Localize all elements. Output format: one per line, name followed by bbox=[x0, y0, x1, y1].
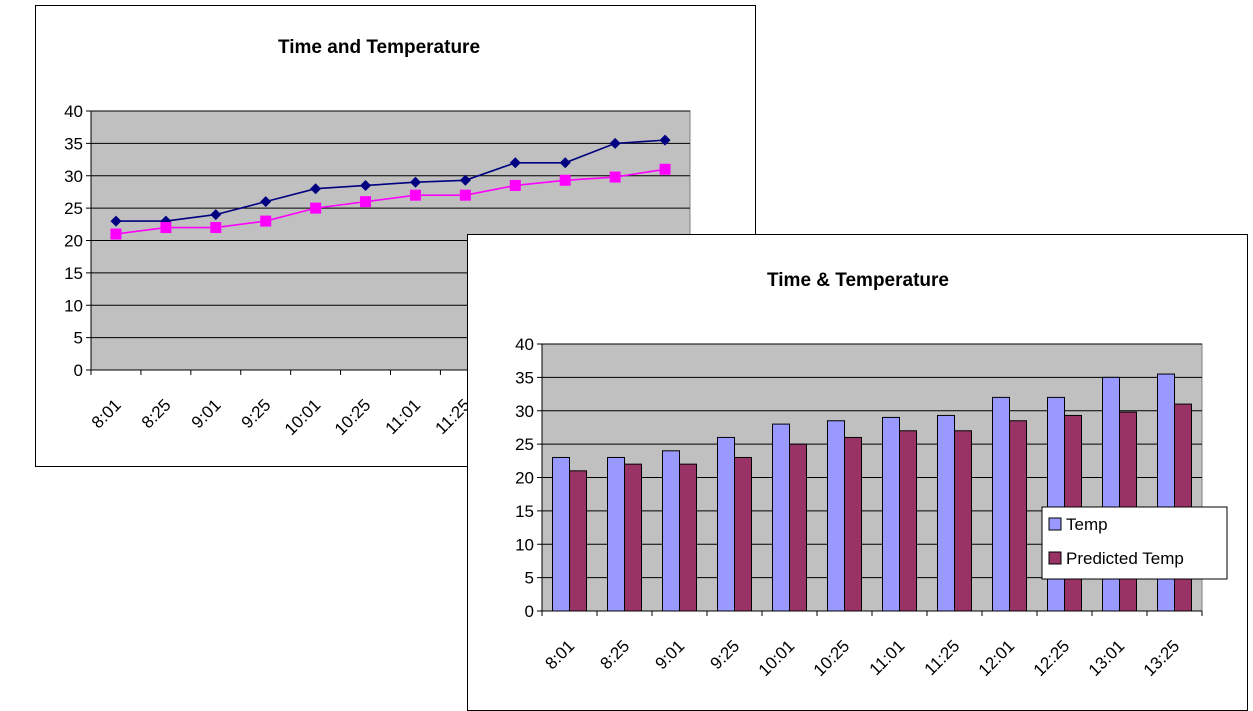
data-point-diamond bbox=[260, 196, 272, 208]
data-point-square bbox=[260, 215, 272, 227]
data-point-square bbox=[310, 202, 322, 214]
x-tick-label: 11:01 bbox=[866, 636, 909, 679]
x-tick-label: 10:01 bbox=[281, 395, 325, 439]
y-tick-label: 10 bbox=[64, 296, 83, 315]
y-tick-label: 15 bbox=[515, 502, 534, 521]
y-tick-label: 15 bbox=[64, 264, 83, 283]
y-tick-label: 40 bbox=[515, 335, 534, 354]
data-point-diamond bbox=[559, 157, 571, 169]
x-tick-label: 13:01 bbox=[1085, 636, 1129, 680]
y-tick-label: 10 bbox=[515, 535, 534, 554]
y-tick-label: 30 bbox=[64, 167, 83, 186]
x-tick-label: 8:25 bbox=[596, 636, 633, 673]
x-tick-label: 8:01 bbox=[541, 636, 578, 673]
bar-predicted-temp bbox=[624, 463, 642, 612]
x-tick-label: 8:01 bbox=[88, 395, 125, 432]
chart-title: Time & Temperature bbox=[767, 270, 949, 291]
x-tick-label: 10:25 bbox=[331, 395, 375, 439]
data-point-diamond bbox=[110, 215, 122, 227]
bar-predicted-temp bbox=[899, 430, 917, 612]
bar-temp bbox=[882, 416, 900, 612]
data-point-square bbox=[160, 222, 172, 234]
legend-swatch bbox=[1048, 517, 1062, 531]
y-tick-label: 0 bbox=[74, 361, 83, 380]
y-tick-label: 0 bbox=[525, 602, 534, 621]
bar-predicted-temp bbox=[844, 436, 862, 612]
legend-swatch bbox=[1048, 551, 1062, 565]
data-point-square bbox=[360, 196, 372, 208]
bar-temp bbox=[772, 423, 790, 612]
data-point-square bbox=[110, 228, 122, 240]
data-point-diamond bbox=[609, 137, 621, 149]
legend-label: Temp bbox=[1066, 515, 1108, 534]
data-point-diamond bbox=[659, 134, 671, 146]
data-point-square bbox=[409, 189, 421, 201]
x-tick-label: 9:01 bbox=[188, 395, 225, 432]
y-tick-label: 25 bbox=[64, 199, 83, 218]
x-tick-label: 12:01 bbox=[975, 636, 1019, 680]
x-tick-label: 10:01 bbox=[755, 636, 799, 680]
bar-predicted-temp bbox=[954, 430, 972, 612]
x-tick-label: 9:25 bbox=[706, 636, 743, 673]
y-tick-label: 40 bbox=[64, 102, 83, 121]
bar-temp bbox=[607, 456, 625, 612]
chart-title: Time and Temperature bbox=[278, 37, 480, 58]
y-tick-label: 25 bbox=[515, 435, 534, 454]
y-tick-label: 20 bbox=[64, 232, 83, 251]
data-point-square bbox=[559, 174, 571, 186]
x-tick-label: 11:25 bbox=[921, 636, 964, 679]
x-tick-label: 9:01 bbox=[651, 636, 688, 673]
data-point-square bbox=[210, 222, 222, 234]
bar-temp bbox=[827, 420, 845, 612]
legend: Temp Predicted Temp bbox=[1041, 506, 1228, 580]
data-point-diamond bbox=[360, 179, 372, 191]
x-tick-label: 12:25 bbox=[1030, 636, 1074, 680]
bar-temp bbox=[662, 450, 680, 612]
bar-temp bbox=[937, 414, 955, 612]
bar-chart-frame: Time & Temperature 0 5 10 15 20 25 30 35 40 8:01 8:… bbox=[467, 234, 1248, 711]
data-point-square bbox=[659, 163, 671, 175]
bar-predicted-temp bbox=[1009, 420, 1027, 612]
y-tick-label: 5 bbox=[525, 569, 534, 588]
data-point-diamond bbox=[409, 176, 421, 188]
x-tick-label: 11:01 bbox=[382, 395, 425, 438]
x-tick-label: 13:25 bbox=[1140, 636, 1184, 680]
y-tick-label: 20 bbox=[515, 469, 534, 488]
bar-predicted-temp bbox=[789, 443, 807, 612]
bar-temp bbox=[552, 456, 570, 612]
data-point-square bbox=[609, 171, 621, 183]
y-tick-label: 35 bbox=[64, 134, 83, 153]
data-point-diamond bbox=[310, 183, 322, 195]
y-tick-label: 5 bbox=[74, 329, 83, 348]
legend-label: Predicted Temp bbox=[1066, 549, 1184, 568]
data-point-diamond bbox=[210, 209, 222, 221]
bar-predicted-temp bbox=[679, 463, 697, 612]
data-point-diamond bbox=[459, 174, 471, 186]
x-tick-label: 8:25 bbox=[138, 395, 175, 432]
data-point-square bbox=[509, 179, 521, 191]
series-line bbox=[115, 139, 666, 222]
bar-temp bbox=[717, 436, 735, 612]
data-point-square bbox=[459, 189, 471, 201]
series-line bbox=[115, 168, 666, 235]
y-tick-label: 30 bbox=[515, 402, 534, 421]
bar-predicted-temp bbox=[734, 456, 752, 612]
bar-temp bbox=[992, 396, 1010, 612]
x-tick-label: 9:25 bbox=[238, 395, 275, 432]
bar-predicted-temp bbox=[569, 470, 587, 612]
y-tick-label: 35 bbox=[515, 368, 534, 387]
bar-chart: Time & Temperature 0 5 10 15 20 25 30 35 40 8:01 8:… bbox=[515, 270, 1228, 680]
x-tick-label: 10:25 bbox=[810, 636, 854, 680]
legend-box bbox=[1041, 506, 1228, 580]
